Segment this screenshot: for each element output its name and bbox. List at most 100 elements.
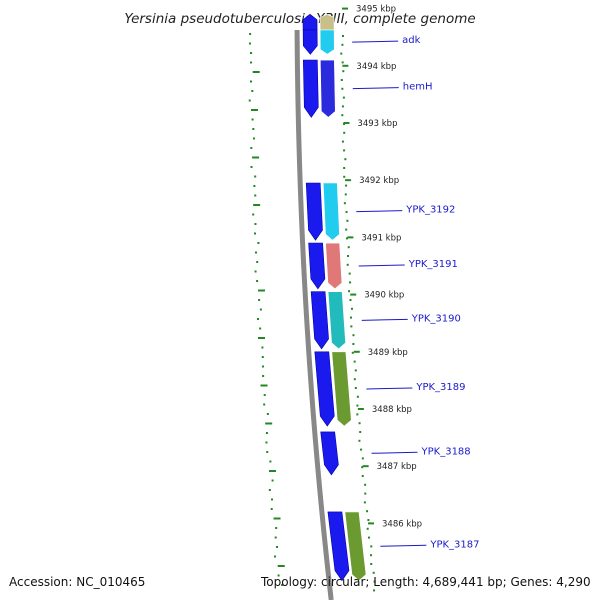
gene-cog-box: [344, 511, 367, 581]
gene-arrow: [327, 511, 350, 582]
gc-dot: [252, 213, 255, 216]
gene-label: YPK_3187: [429, 539, 479, 550]
gc-dot: [250, 80, 253, 83]
gc-dot: [348, 272, 351, 275]
gc-dot: [253, 185, 256, 187]
scale-tick: [345, 179, 352, 182]
gene-arrow: [320, 431, 339, 476]
gc-dot: [343, 149, 346, 152]
gc-dot: [281, 584, 284, 586]
gene-label: YPK_3189: [415, 382, 465, 393]
gc-dot: [260, 384, 268, 387]
gc-dot: [354, 369, 357, 372]
gc-dot: [359, 431, 362, 433]
gc-dot: [341, 61, 344, 64]
gc-dot: [345, 237, 348, 240]
gc-dot: [351, 351, 354, 354]
gc-dot: [252, 71, 260, 73]
gc-dot: [268, 470, 276, 472]
gene-cog-box: [319, 59, 336, 118]
gc-dot: [356, 413, 359, 416]
gc-dot: [361, 475, 364, 477]
gc-dot: [257, 242, 260, 244]
gc-dot: [252, 128, 255, 130]
gc-dot: [341, 140, 344, 143]
gc-dot: [343, 167, 346, 169]
gene-cog-box: [325, 242, 343, 290]
topology-text: Topology: circular; Length: 4,689,441 bp…: [261, 575, 591, 589]
gene-arrow: [302, 59, 319, 118]
gc-dot: [271, 479, 274, 482]
gc-dot: [345, 211, 348, 213]
gc-dot: [261, 356, 264, 358]
gene-cog-box: [319, 13, 335, 31]
gc-dot: [340, 52, 343, 55]
gc-dot: [340, 79, 343, 81]
gene-label: YPK_3191: [408, 259, 458, 270]
gc-dot: [356, 404, 359, 407]
gc-dot: [262, 375, 265, 377]
gc-dot: [343, 123, 346, 125]
gc-dot: [361, 457, 364, 460]
gc-dot: [250, 61, 253, 64]
gc-dot: [356, 395, 359, 398]
gc-dot: [354, 387, 357, 389]
scale-tick: [343, 121, 350, 124]
gc-dot: [345, 184, 348, 187]
scale-tick-label: 3492 kbp: [359, 176, 399, 186]
gc-dot: [343, 202, 346, 205]
gc-dot: [370, 563, 373, 565]
gene-label: YPK_3188: [421, 446, 471, 457]
gc-dot: [269, 460, 272, 463]
gc-dot: [341, 87, 344, 90]
gene-label-leader: [352, 40, 399, 43]
gc-dot: [364, 492, 367, 495]
gc-dot: [360, 448, 363, 451]
gc-dot: [358, 422, 361, 425]
gene-label: YPK_3190: [411, 313, 461, 324]
gc-dot: [254, 251, 257, 254]
gene-arrow: [314, 351, 335, 427]
gc-dot: [254, 175, 257, 178]
gc-dot: [367, 536, 370, 539]
gc-dot: [345, 228, 348, 231]
gene-label-leader: [352, 87, 399, 90]
gene-cog-box: [327, 291, 346, 350]
gc-dot: [252, 156, 260, 159]
gc-dot: [248, 42, 251, 45]
gc-dot: [348, 290, 351, 293]
map-title: Yersinia pseudotuberculosis YPIII, compl…: [124, 11, 475, 27]
scale-tick-label: 3488 kbp: [372, 405, 412, 415]
gc-dot: [250, 109, 258, 111]
gc-dot: [254, 232, 257, 235]
gc-dot: [268, 489, 271, 491]
gc-dot: [250, 147, 253, 149]
scale-tick: [362, 465, 369, 468]
gene-label-leader: [366, 387, 413, 390]
gc-dot: [350, 307, 353, 310]
gc-dot: [256, 280, 259, 282]
gc-dot: [258, 337, 266, 339]
gc-dot: [342, 96, 345, 99]
gene-cog-box: [322, 182, 340, 241]
gc-dot: [251, 118, 254, 121]
gc-dot: [353, 378, 356, 381]
gc-dot: [363, 501, 366, 504]
gene-arrow: [305, 182, 323, 241]
scale-tick-label: 3487 kbp: [377, 462, 417, 472]
gc-dot: [277, 565, 285, 567]
gc-dot: [250, 166, 253, 168]
gene-label: hemH: [403, 82, 433, 93]
scale-ticks: 3495 kbp 3494 kbp 3493 kbp 3492 kbp 3491 kbp…: [342, 5, 422, 529]
gc-dot: [252, 137, 255, 140]
gc-dot: [254, 194, 257, 197]
gc-dot: [253, 204, 261, 206]
gc-dot: [370, 545, 373, 548]
scale-tick: [342, 64, 349, 67]
gc-content-track: [248, 33, 376, 592]
gc-dot: [347, 246, 350, 249]
gene-label-leader: [371, 451, 418, 454]
gc-dot: [341, 105, 344, 108]
scale-tick-label: 3491 kbp: [361, 233, 401, 243]
gc-dot: [256, 261, 259, 263]
